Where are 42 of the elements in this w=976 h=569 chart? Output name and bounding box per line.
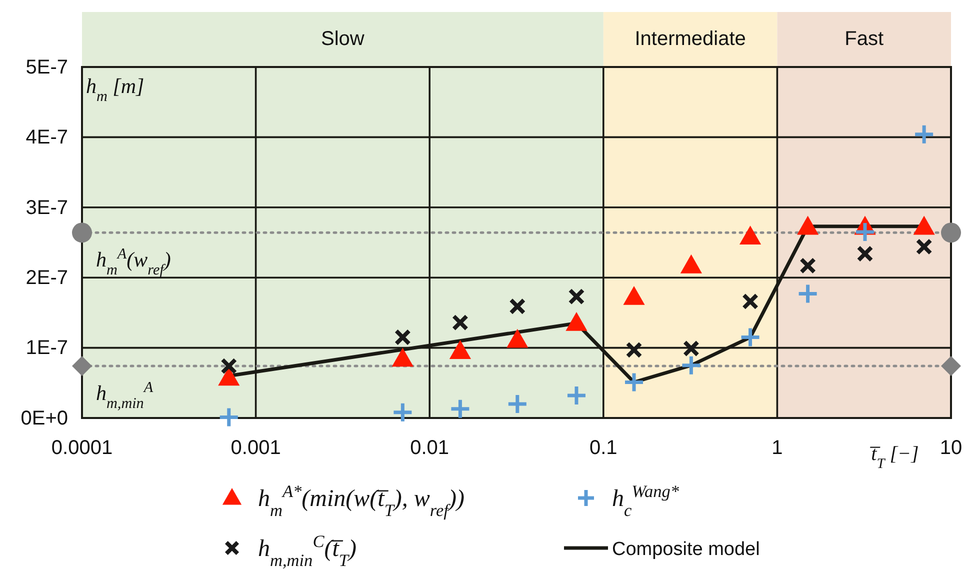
band-label: Fast [844, 28, 884, 50]
point [623, 371, 645, 393]
y-tick-label: 5E-7 [26, 56, 68, 78]
y-tick-label: 0E+0 [20, 407, 68, 430]
point [452, 314, 469, 331]
band-label: Intermediate [634, 28, 746, 50]
point [568, 288, 585, 305]
point [682, 340, 700, 357]
point [506, 393, 528, 415]
legend-label: h$_{m}$$^{A*}$(min(w(t̅$_{T}$), w$_{ref}$)) [258, 482, 464, 520]
point [800, 257, 816, 274]
point [509, 298, 526, 315]
point [740, 326, 762, 348]
point [626, 342, 642, 358]
y-tick-label: 4E-7 [26, 126, 68, 149]
point [566, 384, 588, 406]
x-tick-label: 0.01 [410, 437, 450, 460]
point [394, 328, 411, 346]
point [913, 124, 935, 146]
point [916, 238, 932, 256]
x-tick-label: 1 [772, 437, 783, 460]
y-tick-label: 3E-7 [26, 196, 68, 219]
point [392, 402, 414, 424]
x-tick-label: 0.1 [589, 437, 618, 460]
y-axis-title: h$_{m}$ [m] [86, 74, 144, 105]
x-tick-label: 10 [940, 437, 962, 460]
point [739, 226, 762, 245]
x-axis-title: t̅$_{T}$ [−] [869, 443, 919, 472]
x-tick-label: 0.001 [230, 437, 281, 460]
point [856, 245, 874, 262]
ref-line-label: h$_{m}$$^{A}$(w$_{ref}$) [96, 246, 171, 279]
point [742, 293, 759, 310]
point [797, 282, 819, 304]
y-tick-label: 1E-7 [26, 337, 68, 360]
y-tick-label: 2E-7 [26, 267, 68, 289]
legend-label: Composite model [612, 539, 760, 560]
legend-label: h$_{m,min}$$^{C}$(t̅$_{T}$) [258, 532, 356, 569]
x-tick-label: 0.0001 [51, 437, 113, 460]
point [680, 354, 702, 376]
point [449, 398, 471, 420]
point [854, 221, 876, 243]
band-label: Slow [321, 28, 365, 50]
